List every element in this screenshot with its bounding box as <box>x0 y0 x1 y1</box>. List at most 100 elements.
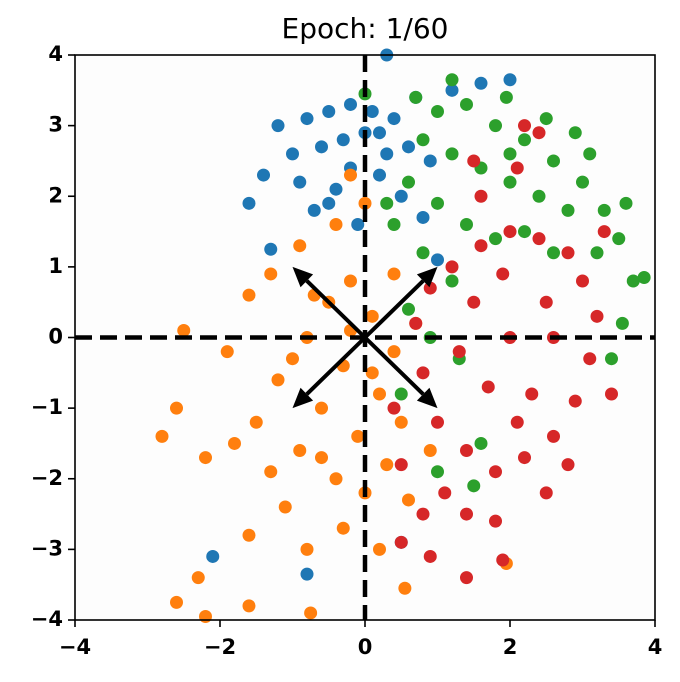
point <box>304 606 318 620</box>
point <box>597 225 611 239</box>
point <box>344 274 357 288</box>
point <box>380 196 394 210</box>
x-tick-label: −4 <box>59 635 91 659</box>
point <box>423 154 437 168</box>
x-tick-label: 2 <box>503 635 518 659</box>
point <box>344 168 357 182</box>
point <box>547 246 560 260</box>
point <box>532 232 546 246</box>
point <box>568 126 582 140</box>
point <box>445 83 459 97</box>
point <box>590 246 604 260</box>
point <box>539 112 553 126</box>
point <box>394 415 408 429</box>
point <box>539 295 553 309</box>
point <box>626 274 640 288</box>
arrow-head <box>292 266 314 288</box>
point <box>518 119 531 133</box>
point <box>438 486 452 500</box>
point <box>398 581 412 595</box>
x-tick-label: 4 <box>648 635 663 659</box>
y-tick-label: 4 <box>48 42 63 66</box>
point <box>402 493 415 507</box>
point <box>228 436 241 450</box>
point <box>402 175 415 189</box>
point <box>431 415 444 429</box>
arrow-shaft <box>305 279 367 339</box>
point <box>576 274 589 288</box>
point <box>525 387 539 401</box>
point <box>489 465 502 479</box>
point <box>518 225 531 239</box>
point <box>474 76 488 90</box>
point <box>416 246 430 260</box>
point <box>394 535 408 549</box>
point <box>489 119 502 133</box>
point <box>365 309 379 323</box>
point <box>510 415 524 429</box>
point <box>460 218 473 231</box>
point <box>503 147 517 161</box>
point <box>499 90 513 104</box>
y-tick-label: −2 <box>31 466 63 490</box>
point <box>329 182 343 196</box>
point <box>460 97 473 111</box>
point <box>344 97 357 111</box>
point <box>489 514 502 528</box>
point <box>300 567 314 581</box>
point <box>271 119 285 133</box>
point <box>336 521 350 535</box>
point <box>329 218 343 231</box>
point <box>467 295 481 309</box>
point <box>293 239 307 253</box>
arrow-shaft <box>305 336 367 396</box>
arrow-head <box>292 387 314 409</box>
point <box>365 366 379 380</box>
point <box>467 479 481 493</box>
point <box>373 126 386 140</box>
point <box>431 465 444 479</box>
point <box>387 345 401 359</box>
y-tick-label: −3 <box>31 536 63 560</box>
point <box>547 429 560 443</box>
point <box>315 451 328 465</box>
point <box>460 444 473 457</box>
point <box>206 549 220 563</box>
point <box>380 147 394 161</box>
point <box>351 429 365 443</box>
point <box>293 444 307 457</box>
point <box>300 542 314 556</box>
point <box>583 352 597 366</box>
point <box>409 316 423 330</box>
point <box>615 316 629 330</box>
y-tick-label: 2 <box>48 183 63 207</box>
point <box>394 189 408 203</box>
point <box>423 549 437 563</box>
point <box>547 154 560 168</box>
point <box>315 140 328 154</box>
point <box>322 105 336 118</box>
point <box>329 472 343 486</box>
point <box>170 595 183 609</box>
y-tick-label: 0 <box>48 325 63 349</box>
point <box>605 352 618 366</box>
arrow-shaft <box>363 336 425 396</box>
y-tick-label: −4 <box>31 607 63 631</box>
point <box>315 401 328 415</box>
point <box>394 387 408 401</box>
point <box>503 225 517 239</box>
point <box>561 458 575 472</box>
point <box>387 112 401 126</box>
point <box>286 147 299 161</box>
point <box>474 189 488 203</box>
point <box>597 203 611 217</box>
point <box>416 133 430 147</box>
point <box>293 175 307 189</box>
point <box>576 175 589 189</box>
point <box>242 599 256 613</box>
point <box>394 458 408 472</box>
point <box>387 267 401 281</box>
point <box>351 218 365 231</box>
point <box>474 436 488 450</box>
point <box>242 288 256 302</box>
